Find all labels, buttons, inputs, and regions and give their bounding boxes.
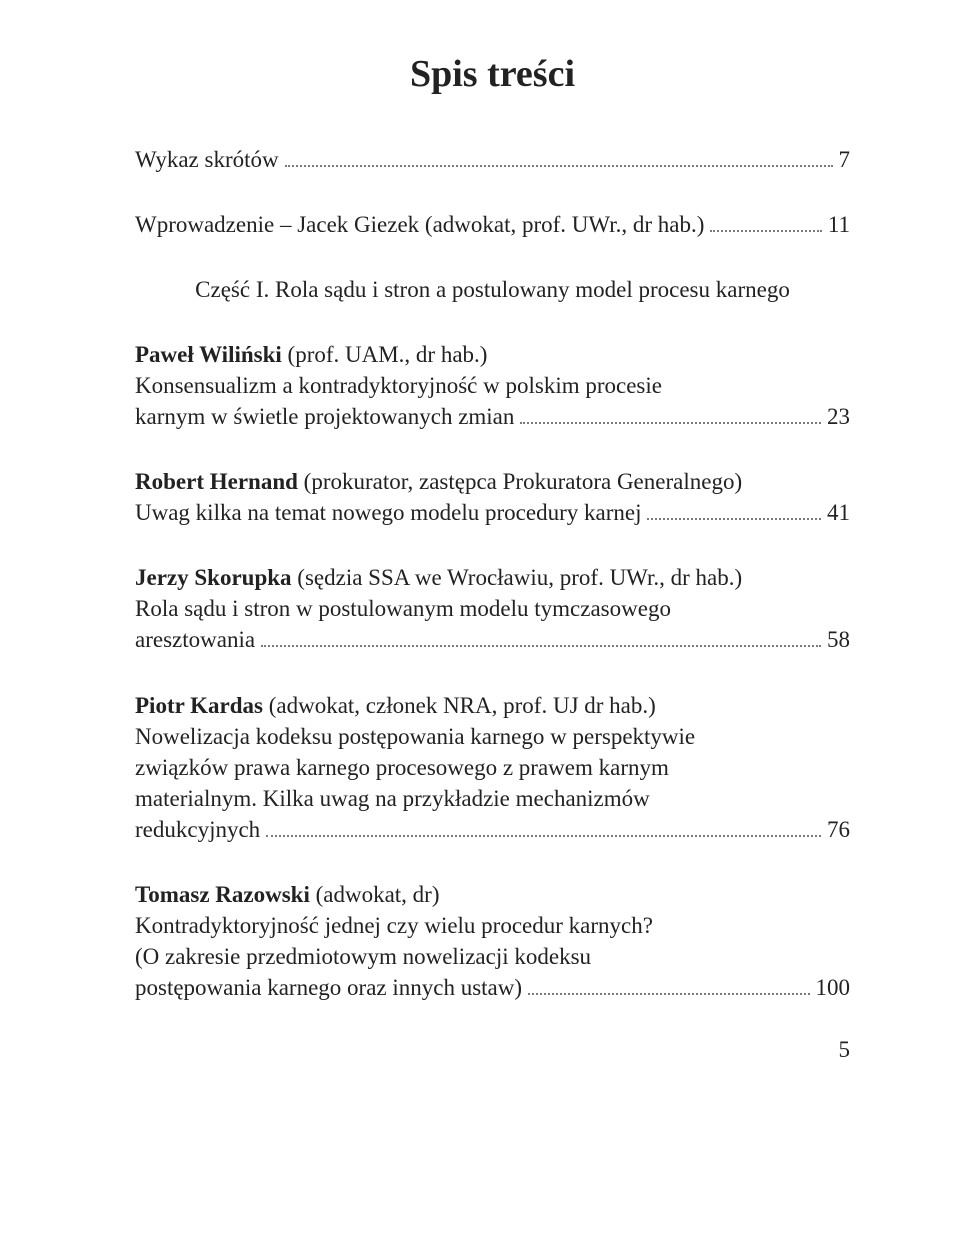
toc-entry: Wprowadzenie – Jacek Giezek (adwokat, pr…: [135, 209, 850, 240]
toc-author-suffix: (adwokat, członek NRA, prof. UJ dr hab.): [263, 693, 656, 718]
toc-line: aresztowania 58: [135, 624, 850, 655]
toc-author-line: Tomasz Razowski (adwokat, dr): [135, 879, 850, 910]
toc-author: Jerzy Skorupka: [135, 565, 292, 590]
page: Spis treści Wykaz skrótów 7 Wprowadzenie…: [0, 0, 960, 1237]
toc-page-number: 23: [827, 401, 850, 432]
toc-text: aresztowania: [135, 624, 255, 655]
toc-author: Piotr Kardas: [135, 693, 263, 718]
toc-page-number: 11: [828, 209, 850, 240]
toc-page-number: 58: [827, 624, 850, 655]
toc-body-line: Konsensualizm a kontradyktoryjność w pol…: [135, 370, 850, 401]
toc-text: karnym w świetle projektowanych zmian: [135, 401, 514, 432]
toc-body-line: Rola sądu i stron w postulowanym modelu …: [135, 593, 850, 624]
toc-author: Tomasz Razowski: [135, 882, 310, 907]
toc-line: Wprowadzenie – Jacek Giezek (adwokat, pr…: [135, 209, 850, 240]
toc-author: Robert Hernand: [135, 469, 298, 494]
dot-leader: [647, 500, 821, 520]
toc-line: karnym w świetle projektowanych zmian 23: [135, 401, 850, 432]
toc-entry: Robert Hernand (prokurator, zastępca Pro…: [135, 466, 850, 528]
toc-author-suffix: (prof. UAM., dr hab.): [282, 342, 488, 367]
dot-leader: [261, 627, 821, 647]
part-heading: Część I. Rola sądu i stron a postulowany…: [135, 274, 850, 305]
toc-entry: Piotr Kardas (adwokat, członek NRA, prof…: [135, 690, 850, 845]
dot-leader: [528, 975, 809, 995]
toc-page-number: 76: [827, 814, 850, 845]
toc-body-line: (O zakresie przedmiotowym nowelizacji ko…: [135, 941, 850, 972]
toc-text: Wprowadzenie – Jacek Giezek (adwokat, pr…: [135, 209, 704, 240]
toc-text: postępowania karnego oraz innych ustaw): [135, 972, 522, 1003]
toc-line: Uwag kilka na temat nowego modelu proced…: [135, 497, 850, 528]
page-title: Spis treści: [135, 52, 850, 96]
toc-text: Wykaz skrótów: [135, 144, 279, 175]
toc-body-line: związków prawa karnego procesowego z pra…: [135, 752, 850, 783]
dot-leader: [520, 404, 821, 424]
toc-author-suffix: (sędzia SSA we Wrocławiu, prof. UWr., dr…: [292, 565, 743, 590]
toc-page-number: 41: [827, 497, 850, 528]
toc-text: redukcyjnych: [135, 814, 260, 845]
toc-line: Wykaz skrótów 7: [135, 144, 850, 175]
toc-text: Uwag kilka na temat nowego modelu proced…: [135, 497, 641, 528]
toc-author-line: Piotr Kardas (adwokat, członek NRA, prof…: [135, 690, 850, 721]
toc-author-suffix: (prokurator, zastępca Prokuratora Genera…: [298, 469, 742, 494]
toc-entry: Tomasz Razowski (adwokat, dr) Kontradykt…: [135, 879, 850, 1003]
toc-line: postępowania karnego oraz innych ustaw) …: [135, 972, 850, 1003]
toc-page-number: 7: [839, 144, 851, 175]
toc-entry: Jerzy Skorupka (sędzia SSA we Wrocławiu,…: [135, 562, 850, 655]
toc-page-number: 100: [816, 972, 851, 1003]
toc-author-line: Paweł Wiliński (prof. UAM., dr hab.): [135, 339, 850, 370]
toc-author: Paweł Wiliński: [135, 342, 282, 367]
toc-author-line: Robert Hernand (prokurator, zastępca Pro…: [135, 466, 850, 497]
toc-body-line: Nowelizacja kodeksu postępowania karnego…: [135, 721, 850, 752]
dot-leader: [266, 816, 821, 836]
footer-page-number: 5: [135, 1037, 850, 1063]
toc-author-suffix: (adwokat, dr): [310, 882, 440, 907]
dot-leader: [285, 147, 833, 167]
toc-line: redukcyjnych 76: [135, 814, 850, 845]
toc-entry: Wykaz skrótów 7: [135, 144, 850, 175]
dot-leader: [710, 212, 821, 232]
toc-body-line: materialnym. Kilka uwag na przykładzie m…: [135, 783, 850, 814]
toc-author-line: Jerzy Skorupka (sędzia SSA we Wrocławiu,…: [135, 562, 850, 593]
toc-entry: Paweł Wiliński (prof. UAM., dr hab.) Kon…: [135, 339, 850, 432]
toc-body-line: Kontradyktoryjność jednej czy wielu proc…: [135, 910, 850, 941]
